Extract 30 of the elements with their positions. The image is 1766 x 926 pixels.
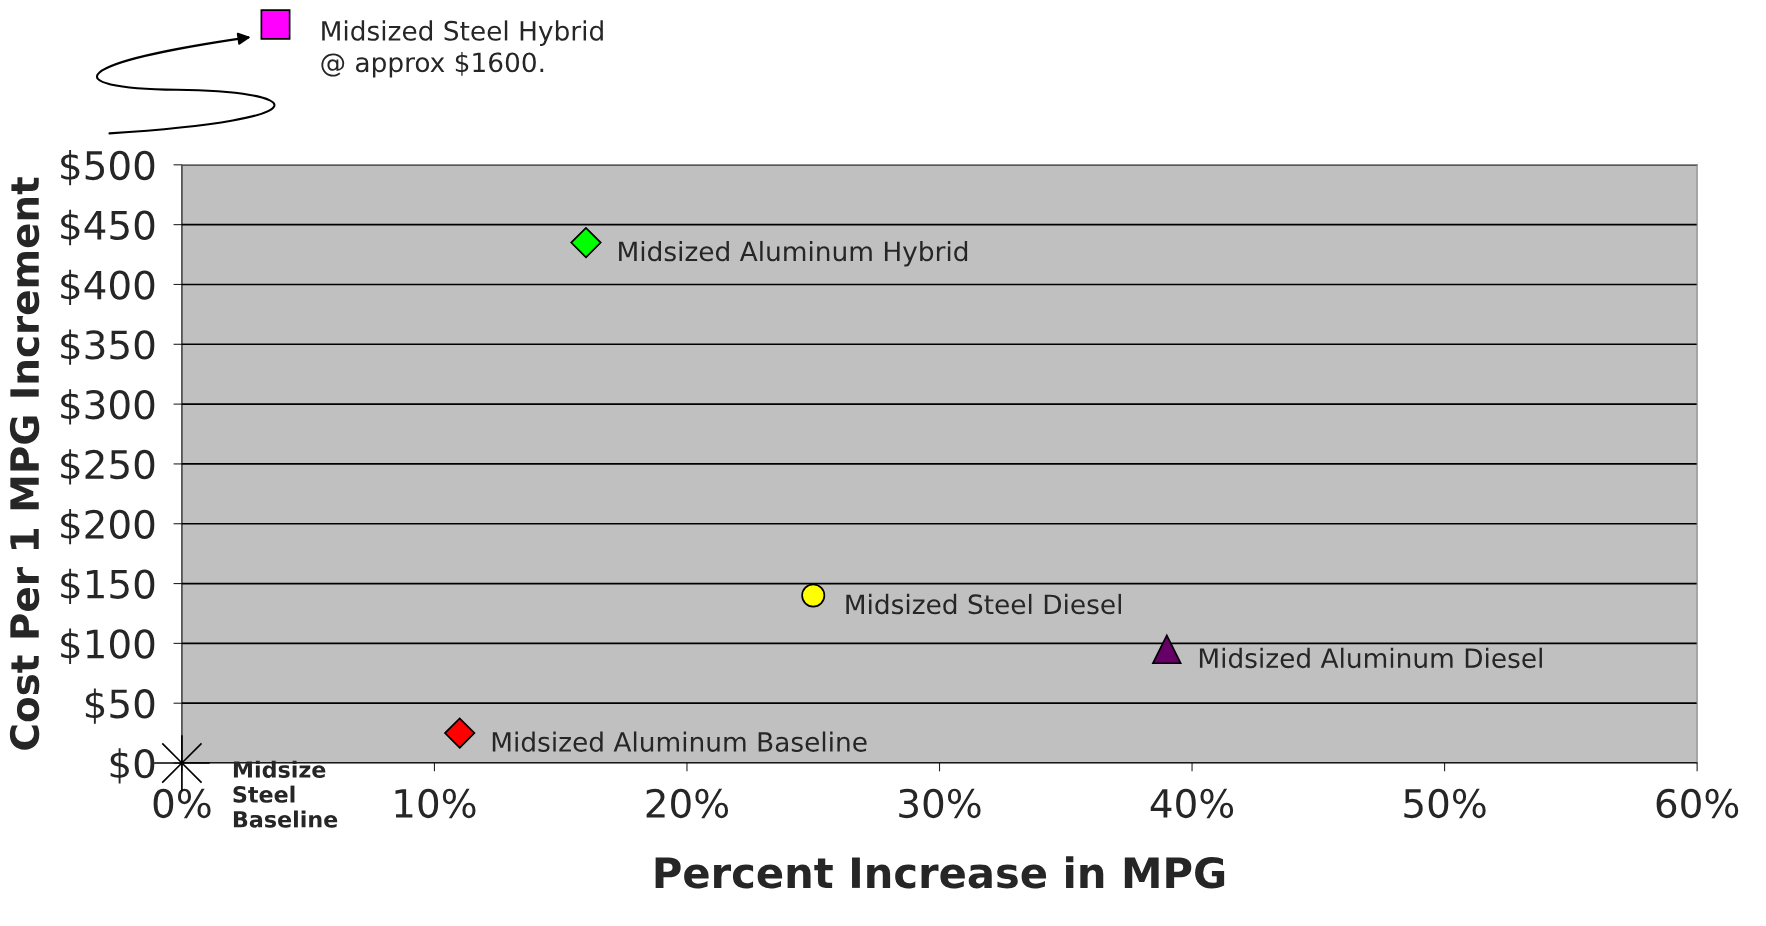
point	[444, 717, 476, 749]
x-tick-label: 30%	[899, 788, 981, 819]
series-label: Midsized Steel Diesel	[846, 593, 1121, 615]
series-label: Midsized Aluminum Baseline	[492, 731, 867, 752]
x-axis-title: Percent Increase in MPG	[655, 856, 1225, 889]
y-tick-label: $400	[61, 269, 155, 305]
y-tick-label: $200	[61, 508, 155, 545]
text: Midsized Steel Hybrid @ approx $1600.	[321, 20, 603, 78]
series-label: Midsized Aluminum Hybrid	[619, 240, 968, 267]
y-tick-label: $250	[61, 449, 155, 485]
y-tick-label: $300	[61, 389, 155, 425]
y-tick-label: $0	[110, 748, 155, 784]
y-tick-label: $100	[61, 628, 155, 664]
x-tick-label: 0%	[153, 788, 211, 819]
x-tick-label: 40%	[1150, 788, 1234, 819]
series-label: Midsize Steel Baseline	[233, 760, 338, 828]
x-tick-label: 60%	[1656, 788, 1739, 819]
y-tick-label: $450	[61, 209, 155, 246]
y-tick-label: $500	[61, 150, 155, 186]
x-tick-label: 10%	[395, 788, 476, 819]
point	[1152, 634, 1182, 665]
y-tick-label: $150	[61, 568, 155, 605]
y-axis-title: Cost Per 1 MPG Increment	[9, 177, 40, 750]
y-tick-label: $50	[85, 688, 155, 724]
y-tick-label: $350	[61, 329, 155, 365]
point	[570, 227, 602, 259]
x-tick-label: 50%	[1404, 788, 1486, 819]
point	[801, 583, 826, 608]
series-label: Midsized Aluminum Diesel	[1199, 647, 1542, 669]
x-tick-label: 20%	[646, 788, 729, 819]
